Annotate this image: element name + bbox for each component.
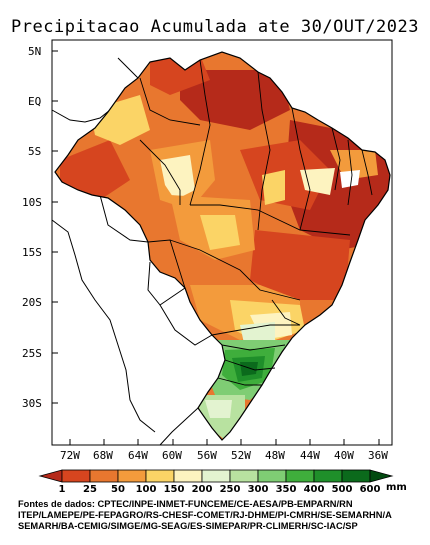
- legend-tick-label: 350: [276, 484, 297, 495]
- axis-labels: 5N EQ 5S 10S 15S 20S 25S 30S 72W 68W 64W…: [22, 45, 388, 462]
- lat-label: 10S: [22, 196, 42, 209]
- lon-label: 68W: [93, 449, 113, 462]
- lon-label: 48W: [265, 449, 285, 462]
- map-title: Precipitacao Acumulada ate 30/OUT/2023: [11, 17, 419, 37]
- legend-swatch: [38, 469, 63, 483]
- legend-swatch: [313, 469, 343, 483]
- legend-swatch: [369, 469, 394, 483]
- legend-swatch: [117, 469, 147, 483]
- legend-tick-label: 1: [59, 484, 66, 495]
- country-borders: [51, 57, 213, 446]
- lon-label: 40W: [334, 449, 354, 462]
- lat-label: 25S: [22, 347, 42, 360]
- lat-label: 15S: [22, 246, 42, 259]
- legend-swatch: [201, 469, 231, 483]
- legend-tick-label: 50: [111, 484, 125, 495]
- legend-swatch: [61, 469, 91, 483]
- legend-swatch: [173, 469, 203, 483]
- legend-swatch: [89, 469, 119, 483]
- sources-line: Fontes de dados: CPTEC/INPE-INMET-FUNCEM…: [18, 499, 353, 509]
- legend-tick-label: 500: [332, 484, 353, 495]
- lat-label: 5S: [28, 145, 41, 158]
- lat-label: 5N: [28, 45, 41, 58]
- legend-tick-label: 600: [360, 484, 381, 495]
- legend-tick-label: 300: [248, 484, 269, 495]
- axis-ticks: [52, 50, 380, 445]
- legend-tick-label: 200: [192, 484, 213, 495]
- legend-swatch: [229, 469, 259, 483]
- lon-label: 60W: [162, 449, 182, 462]
- lat-label: 30S: [22, 397, 42, 410]
- legend-ticks: 1 25 50 100 150 200 250 300 350 400 500 600: [59, 484, 381, 495]
- legend-swatch: [257, 469, 287, 483]
- legend-tick-label: 100: [136, 484, 157, 495]
- lon-label: 52W: [231, 449, 251, 462]
- lat-label: EQ: [28, 95, 41, 108]
- legend-colorbar: [38, 469, 394, 483]
- legend-unit: mm: [386, 482, 407, 493]
- lon-label: 64W: [128, 449, 148, 462]
- legend-swatch: [145, 469, 175, 483]
- sources-line: ITEP/LAMEPE/PE-FEPAGRO/RS-CHESF-COMET/RJ…: [18, 510, 392, 520]
- data-sources: Fontes de dados: CPTEC/INPE-INMET-FUNCEM…: [18, 499, 430, 532]
- lon-label: 72W: [60, 449, 80, 462]
- sources-line: SEMARH/BA-CEMIG/SIMGE/MG-SEAG/ES-SIMEPAR…: [18, 521, 358, 531]
- lon-label: 36W: [368, 449, 388, 462]
- lon-label: 56W: [197, 449, 217, 462]
- legend-swatch: [285, 469, 315, 483]
- lon-label: 44W: [300, 449, 320, 462]
- state-borders: [139, 59, 373, 386]
- legend-swatch: [341, 469, 371, 483]
- legend-tick-label: 150: [164, 484, 185, 495]
- legend-tick-label: 400: [304, 484, 325, 495]
- legend-tick-label: 250: [220, 484, 241, 495]
- legend-tick-label: 25: [83, 484, 97, 495]
- lat-label: 20S: [22, 296, 42, 309]
